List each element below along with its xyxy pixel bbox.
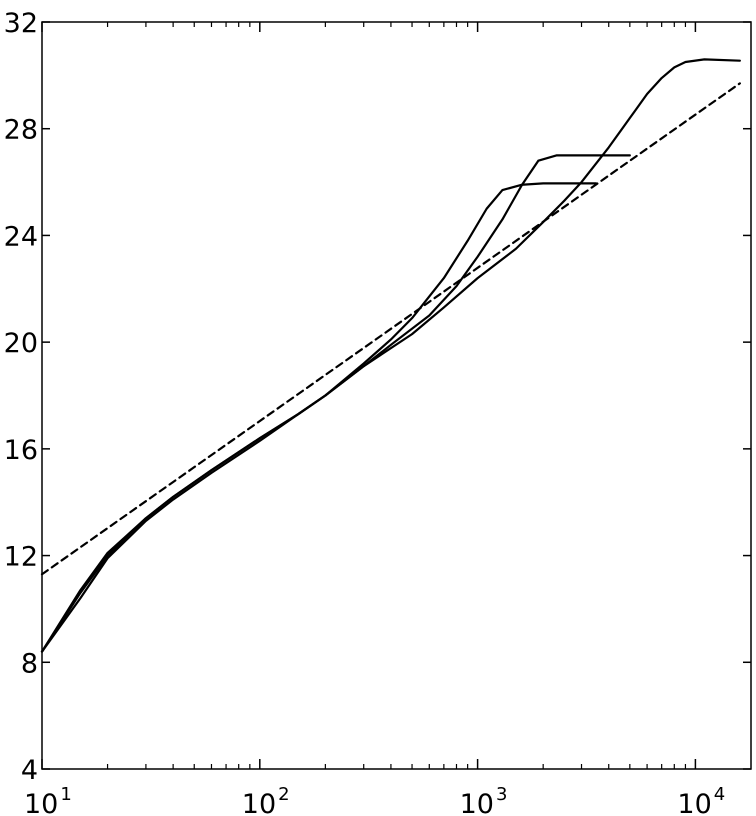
series-line-dashed (40, 82, 741, 576)
y-tick-label: 12 (4, 542, 38, 573)
tick-labels: 4 8 12 16 20 24 28 32 10 1 10 2 10 3 10 4 (4, 8, 726, 816)
x-tick-label: 10 2 (242, 784, 290, 816)
series-layer (40, 58, 741, 653)
series-line-3 (40, 58, 741, 653)
y-tick-label: 24 (4, 221, 38, 252)
y-tick-label: 4 (21, 755, 38, 786)
y-tick-label: 8 (21, 648, 38, 679)
y-tick-label: 20 (4, 328, 38, 359)
y-tick-label: 16 (4, 435, 38, 466)
series-line-2 (40, 154, 631, 653)
y-tick-label: 32 (4, 8, 38, 39)
x-tick-label: 10 4 (677, 784, 725, 816)
y-tick-label: 28 (4, 115, 38, 146)
x-tick-label: 10 3 (460, 784, 508, 816)
x-tick-label: 10 1 (24, 784, 72, 816)
series-line-1 (40, 182, 598, 653)
axis-ticks (41, 21, 751, 770)
plot-area-border (41, 21, 752, 770)
